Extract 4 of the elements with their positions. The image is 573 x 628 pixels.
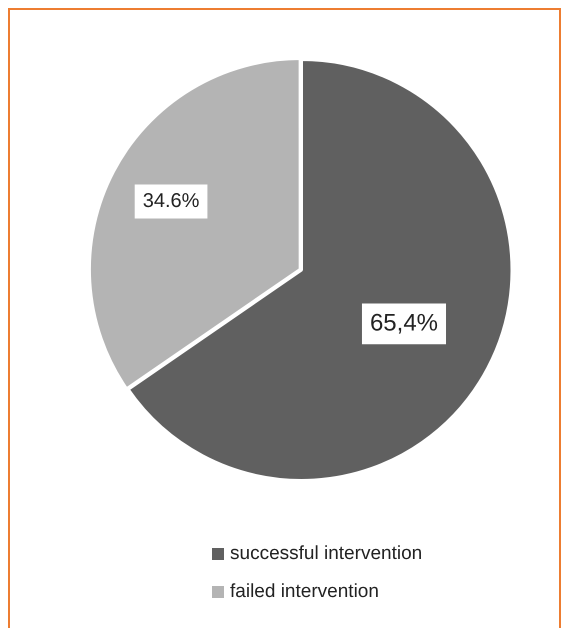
data-label: 34.6%: [142, 190, 200, 212]
data-label: 65,4%: [370, 309, 438, 336]
legend-label: successful intervention: [230, 543, 422, 565]
legend-label: failed intervention: [230, 581, 379, 603]
